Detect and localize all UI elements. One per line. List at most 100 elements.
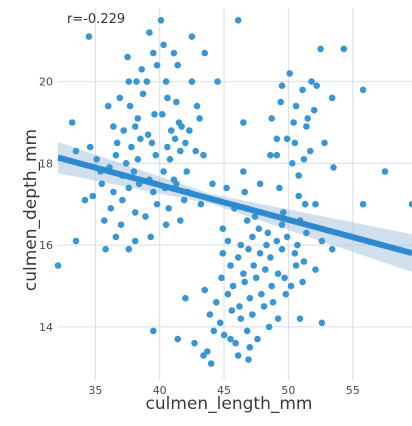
data-point [292, 102, 300, 110]
data-point [207, 360, 215, 367]
data-point [157, 17, 165, 24]
data-point [214, 78, 221, 85]
data-point [112, 151, 120, 159]
data-point [268, 282, 276, 290]
data-point [300, 258, 308, 265]
data-point [263, 241, 270, 249]
data-point [98, 180, 106, 188]
data-point [299, 86, 306, 94]
data-point [245, 356, 252, 363]
data-point [113, 139, 121, 147]
data-point [243, 217, 251, 224]
data-point [252, 274, 260, 282]
data-point [152, 151, 160, 159]
data-point [234, 254, 242, 261]
data-point [278, 245, 286, 253]
data-point [277, 98, 285, 106]
data-point [168, 127, 175, 134]
data-point [308, 78, 315, 85]
data-point [170, 49, 178, 57]
data-point [251, 213, 259, 220]
regression-line [57, 154, 412, 257]
data-point [133, 78, 140, 85]
data-point [256, 250, 264, 257]
data-point [249, 311, 256, 318]
data-point [234, 17, 242, 24]
data-point [81, 196, 89, 204]
data-point [216, 319, 224, 327]
data-point [273, 135, 281, 143]
data-point [151, 111, 158, 118]
data-point [188, 78, 196, 85]
data-point [381, 168, 389, 175]
data-point [171, 135, 179, 143]
data-point [177, 147, 184, 155]
x-tick-label: 45 [217, 384, 231, 397]
data-point [120, 127, 127, 134]
data-point [281, 274, 288, 282]
data-point [328, 94, 336, 102]
data-point [138, 66, 145, 73]
data-point [162, 221, 170, 228]
data-point [267, 151, 274, 159]
data-point [321, 139, 328, 147]
y-axis-label: culmen_depth_mm [21, 129, 41, 291]
data-point [224, 290, 232, 298]
data-point [282, 290, 290, 298]
data-point [312, 200, 319, 208]
data-point [219, 250, 227, 257]
data-point [289, 160, 296, 167]
data-point [268, 115, 276, 122]
data-point [144, 131, 152, 138]
data-point [159, 111, 166, 118]
data-point [241, 278, 248, 286]
data-point [228, 307, 236, 314]
data-point [223, 184, 230, 192]
x-tick-label: 40 [153, 384, 167, 397]
x-tick-label: 55 [346, 384, 360, 397]
data-point [85, 33, 93, 40]
data-point [112, 233, 120, 241]
data-point [245, 245, 252, 253]
data-point [264, 229, 272, 237]
data-point [89, 192, 97, 200]
x-axis-label: culmen_length_mm [146, 394, 313, 414]
data-point [250, 262, 257, 269]
data-point [246, 294, 254, 302]
data-point [137, 135, 144, 143]
data-point [188, 33, 196, 40]
data-point [116, 94, 124, 102]
data-point [237, 315, 245, 323]
data-point [164, 94, 171, 102]
data-point [186, 127, 193, 134]
data-point [174, 61, 181, 69]
data-point [300, 156, 308, 163]
data-point [227, 262, 234, 269]
data-point [304, 115, 312, 122]
data-point [236, 303, 243, 310]
data-point [143, 78, 151, 85]
data-point [241, 188, 248, 196]
data-point [101, 217, 108, 224]
data-point [246, 344, 254, 351]
data-point [318, 319, 326, 327]
data-point [269, 299, 277, 306]
x-tick-label: 50 [281, 384, 295, 397]
data-point [196, 115, 203, 122]
data-point [227, 335, 234, 343]
data-point [290, 119, 297, 126]
correlation-annotation: r=-0.229 [67, 12, 125, 27]
data-point [173, 180, 180, 188]
data-point [197, 200, 205, 208]
data-point [330, 164, 337, 171]
data-point [131, 237, 139, 245]
data-point [240, 270, 247, 278]
data-point [160, 168, 167, 175]
data-point [110, 188, 117, 196]
data-point [213, 299, 220, 306]
data-point [150, 49, 157, 57]
data-point [283, 135, 291, 143]
data-point [160, 41, 167, 49]
data-point [209, 180, 216, 188]
data-point [312, 266, 319, 273]
